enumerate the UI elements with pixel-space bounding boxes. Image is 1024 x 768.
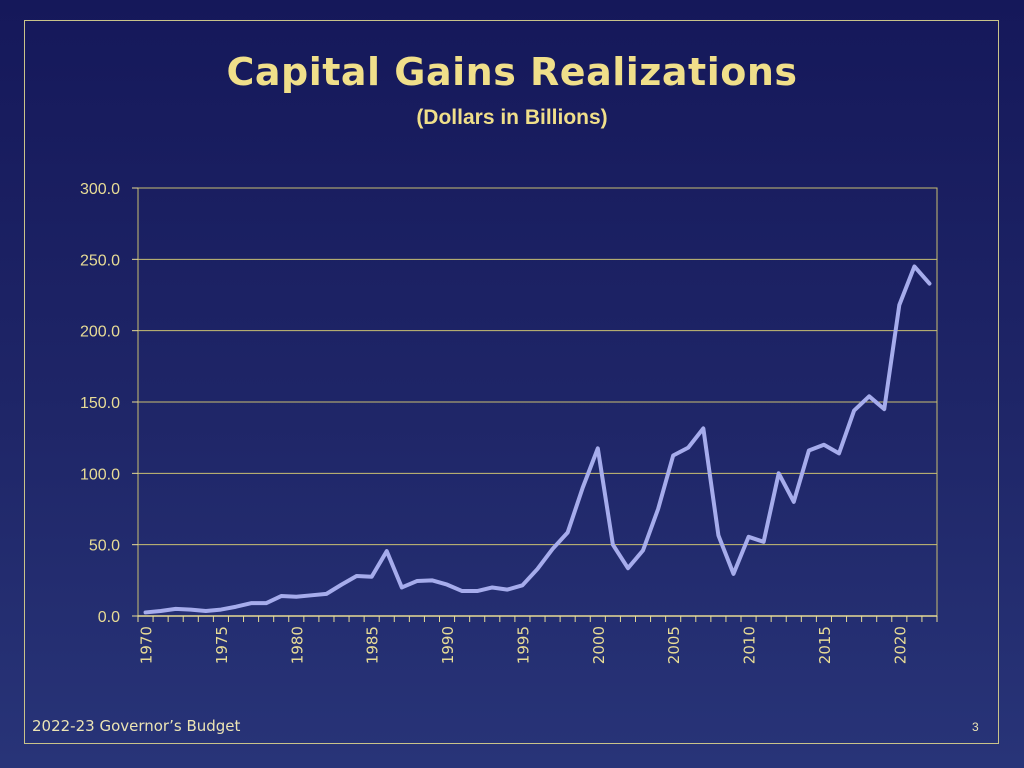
y-tick-label: 200.0 [80,324,120,341]
y-tick-label: 150.0 [80,395,120,412]
x-tick-label: 1990 [439,626,457,664]
y-tick-label: 0.0 [98,609,120,626]
x-tick-label: 2015 [816,626,834,664]
x-tick-label: 1995 [514,626,532,664]
y-tick-label: 100.0 [80,466,120,483]
chart-title: Capital Gains Realizations [226,50,798,94]
chart-subtitle: (Dollars in Billions) [416,106,608,129]
x-tick-label: 2005 [665,626,683,664]
x-tick-label: 2000 [590,626,608,664]
x-tick-label: 1970 [138,626,156,664]
slide-frame [24,20,999,744]
page-number: 3 [972,720,979,734]
x-tick-label: 2020 [891,626,909,664]
y-tick-label: 50.0 [89,538,120,555]
y-tick-label: 250.0 [80,252,120,269]
x-tick-label: 1980 [288,626,306,664]
x-tick-label: 2010 [741,626,759,664]
y-tick-label: 300.0 [80,181,120,198]
x-tick-label: 1975 [213,626,231,664]
x-tick-label: 1985 [364,626,382,664]
series-line [143,264,932,615]
footer-text: 2022-23 Governor’s Budget [32,717,241,735]
